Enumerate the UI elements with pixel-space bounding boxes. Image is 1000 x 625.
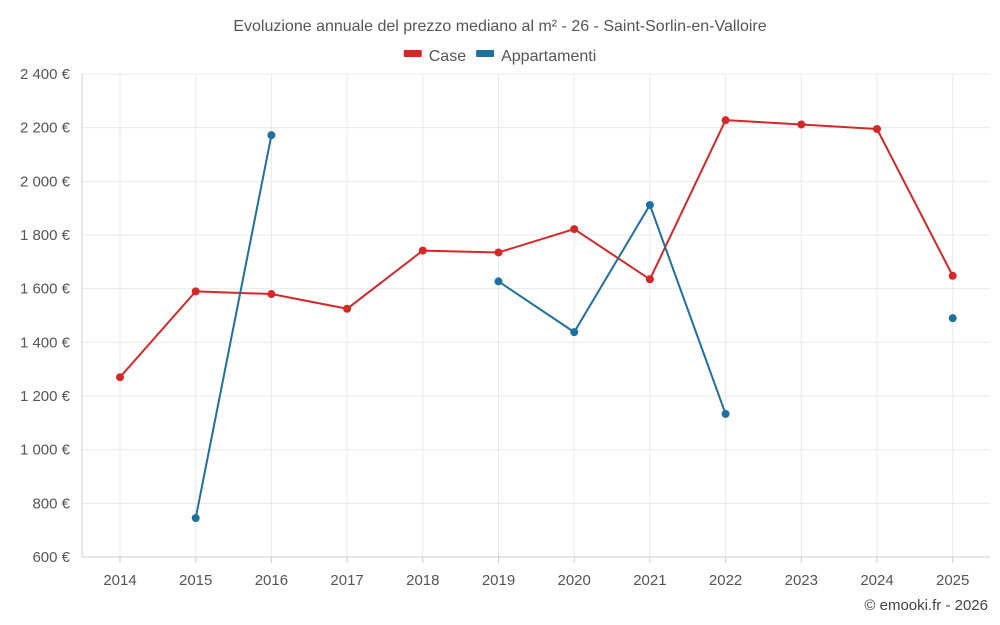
x-tick-label: 2016	[255, 572, 288, 589]
case-point-2014[interactable]	[116, 373, 124, 382]
x-tick-label: 2025	[936, 572, 969, 589]
appartamenti-series-line	[194, 134, 273, 519]
appartamenti-point-2025[interactable]	[948, 314, 957, 323]
legend-label: Appartamenti	[501, 48, 596, 65]
appartamenti-series-line	[497, 203, 727, 415]
x-tick-label: 2022	[709, 572, 742, 589]
grid	[82, 73, 990, 557]
y-tick-label: 1 200 €	[20, 388, 71, 405]
x-tick-label: 2017	[330, 572, 363, 589]
case-point-2017[interactable]	[343, 304, 352, 313]
x-tick-label: 2014	[103, 572, 136, 589]
series-layer	[116, 116, 957, 523]
case-point-2025[interactable]	[948, 271, 957, 280]
case-point-2023[interactable]	[797, 120, 806, 129]
x-tick-label: 2015	[179, 572, 212, 589]
appartamenti-point-2019[interactable]	[494, 277, 503, 286]
y-tick-label: 1 000 €	[20, 442, 71, 459]
case-series-line	[119, 119, 954, 378]
y-tick-label: 2 000 €	[20, 173, 71, 190]
case-point-2022[interactable]	[721, 116, 730, 125]
legend-swatch[interactable]	[476, 50, 495, 57]
chart-title: Evoluzione annuale del prezzo mediano al…	[233, 18, 766, 35]
x-tick-label: 2024	[860, 572, 893, 589]
y-tick-label: 1 800 €	[20, 227, 71, 244]
case-point-2020[interactable]	[570, 225, 579, 234]
y-tick-label: 800 €	[32, 495, 70, 512]
y-tick-label: 1 600 €	[20, 281, 71, 298]
appartamenti-point-2020[interactable]	[570, 328, 579, 337]
appartamenti-point-2016[interactable]	[267, 131, 276, 140]
y-tick-label: 1 400 €	[20, 334, 71, 351]
x-tick-label: 2018	[406, 572, 439, 589]
case-point-2016[interactable]	[267, 290, 276, 299]
case-point-2018[interactable]	[418, 246, 427, 255]
legend-label: Case	[429, 48, 466, 65]
x-tick-label: 2023	[785, 572, 818, 589]
y-tick-label: 2 400 €	[20, 66, 71, 83]
x-tick-label: 2021	[633, 572, 666, 589]
axes: 600 € 800 € 1 000 € 1 200 € 1 400 € 1 600 € 1 …	[20, 66, 990, 589]
y-tick-label: 2 200 €	[20, 120, 71, 137]
x-tick-label: 2019	[482, 572, 515, 589]
legend-swatch[interactable]	[403, 50, 422, 57]
credit-text: © emooki.fr - 2026	[864, 597, 988, 614]
y-tick-label: 600 €	[32, 549, 70, 566]
legend: Case Appartamenti	[403, 48, 596, 65]
case-point-2021[interactable]	[645, 275, 654, 284]
appartamenti-point-2021[interactable]	[645, 200, 654, 209]
x-tick-label: 2020	[558, 572, 591, 589]
appartamenti-point-2015[interactable]	[191, 514, 200, 523]
case-point-2024[interactable]	[873, 125, 881, 134]
appartamenti-point-2022[interactable]	[721, 409, 730, 418]
case-point-2019[interactable]	[494, 248, 503, 257]
case-point-2015[interactable]	[191, 287, 200, 296]
